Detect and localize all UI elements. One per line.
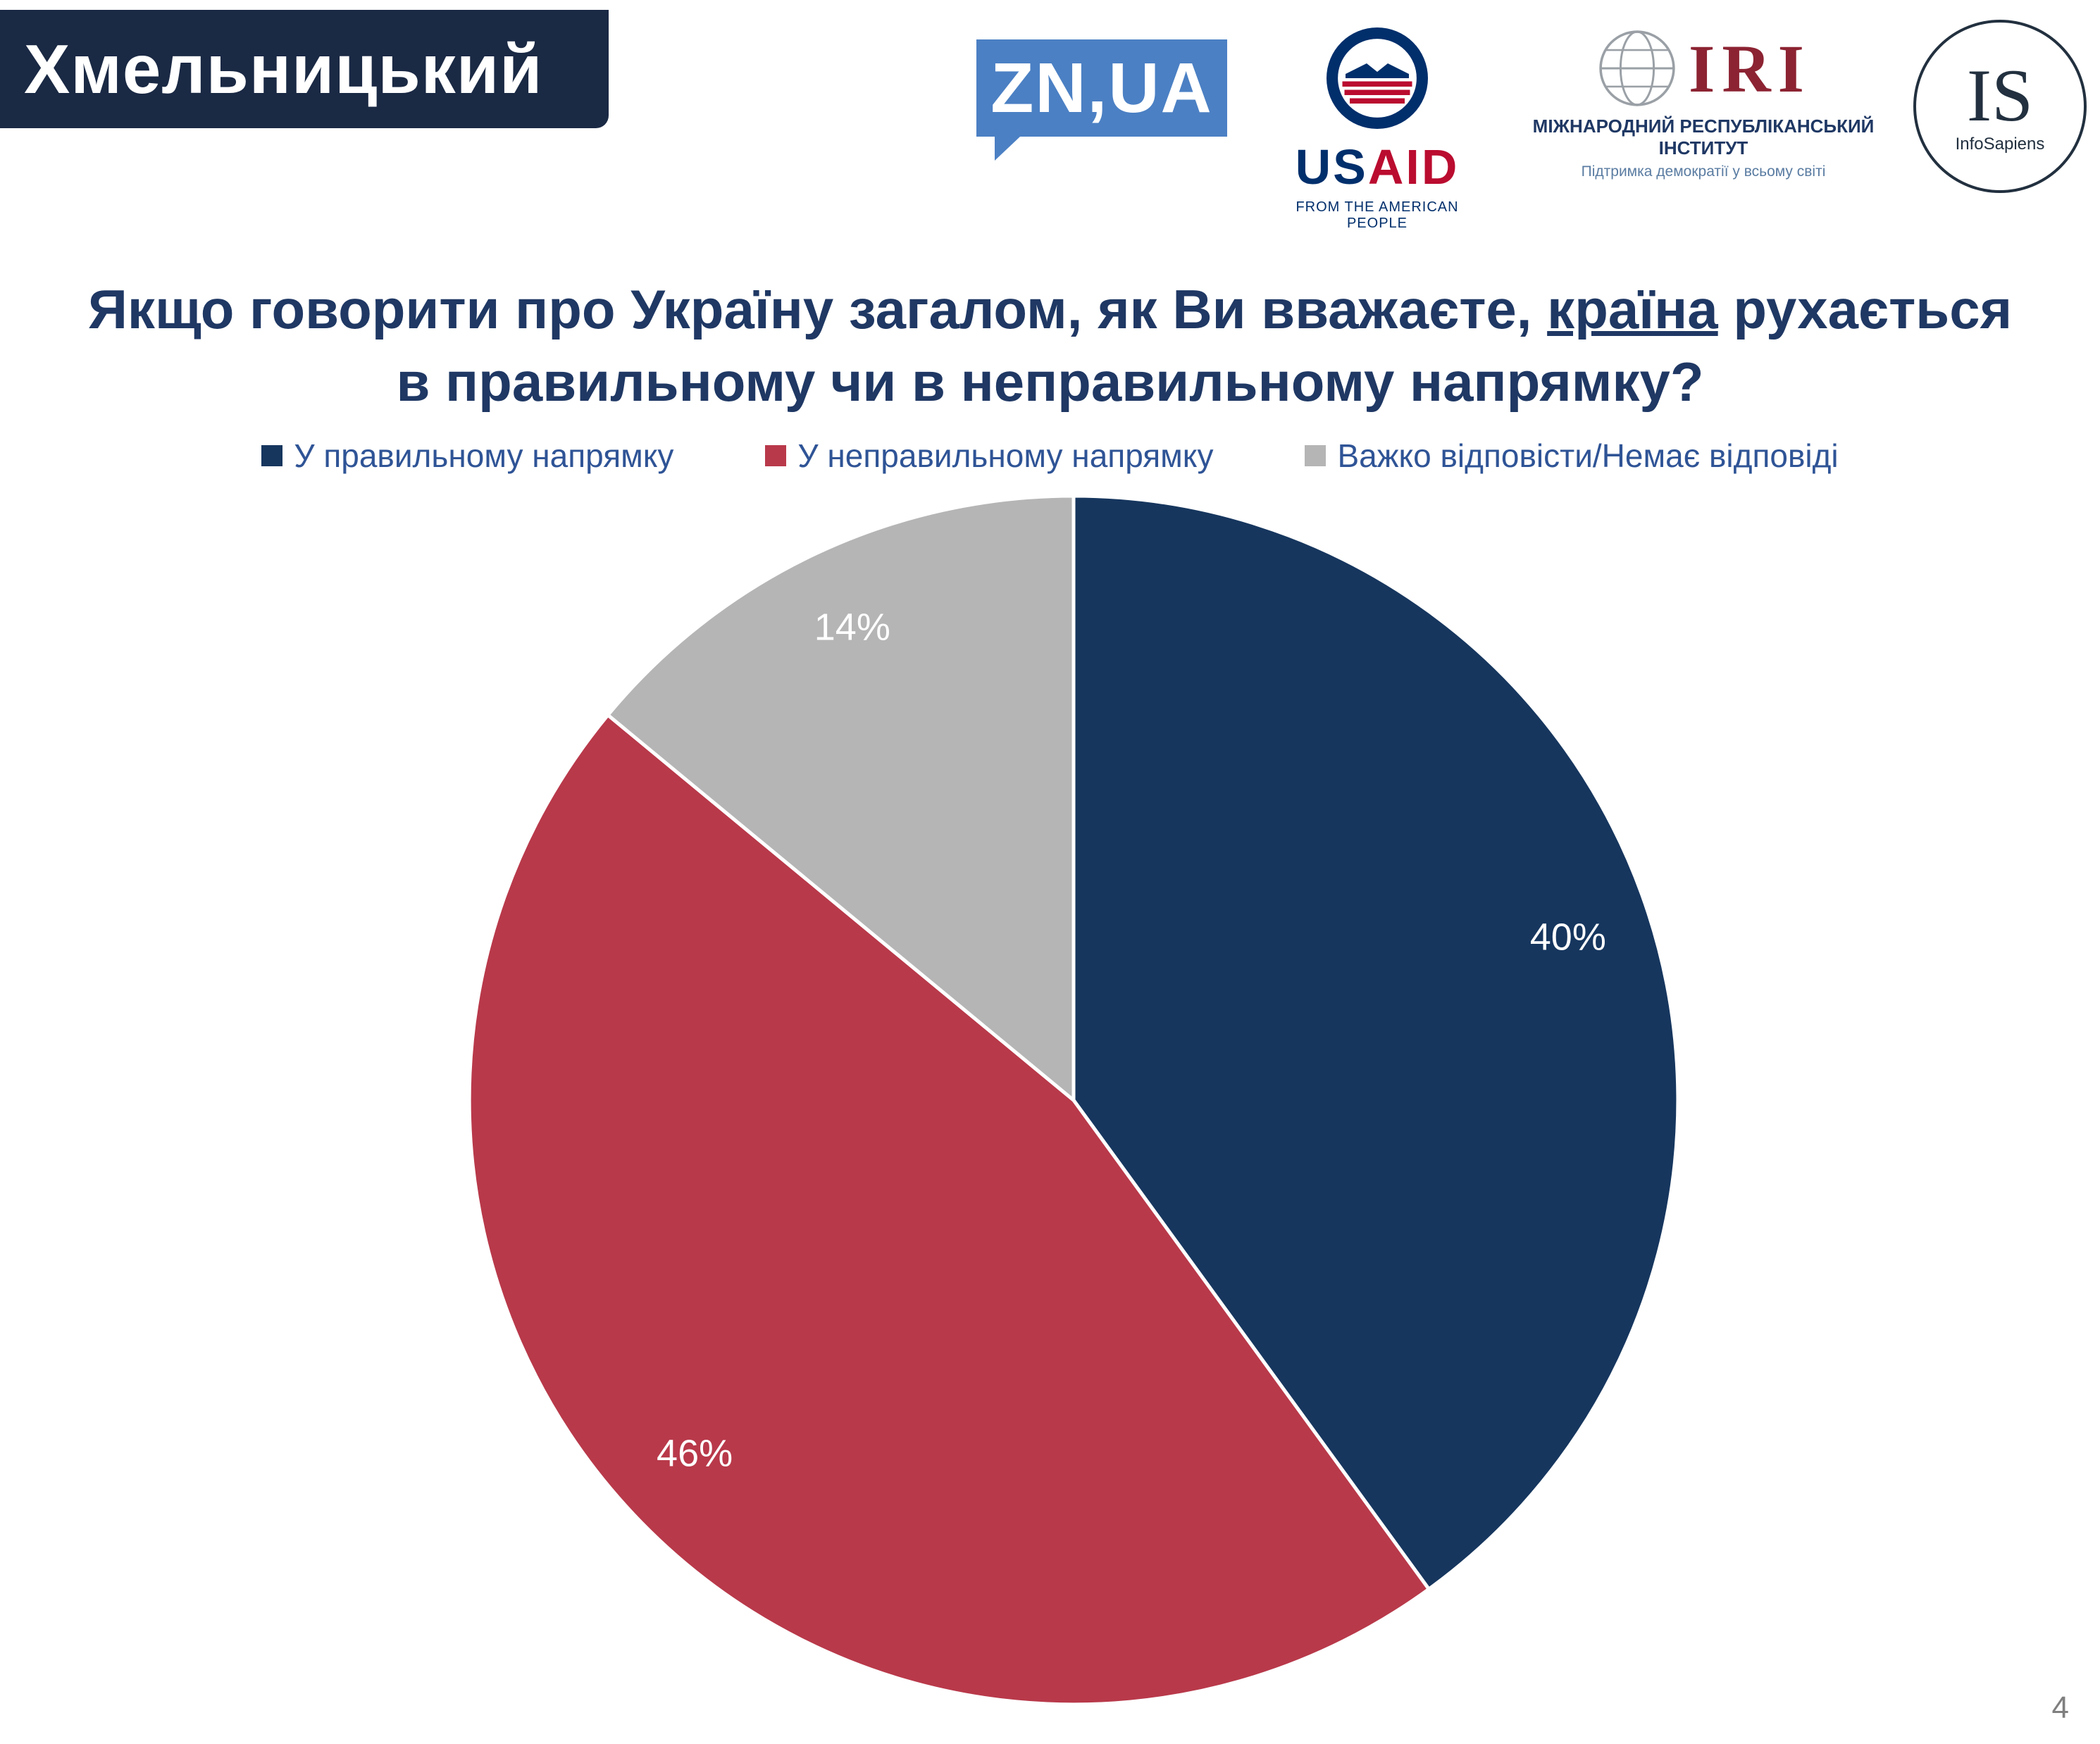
usaid-tagline: FROM THE AMERICAN PEOPLE bbox=[1296, 199, 1459, 231]
iri-slogan-line: Підтримка демократії у всьому світі bbox=[1581, 163, 1826, 180]
region-label: Хмельницький bbox=[24, 30, 543, 108]
question-part1: Якщо говорити про Україну загалом, як Ви… bbox=[87, 278, 1548, 340]
pie-slice bbox=[605, 494, 1076, 1104]
pie-slice bbox=[1071, 494, 1680, 1592]
legend-item: Важко відповісти/Немає відповіді bbox=[1305, 437, 1839, 475]
legend-label: У правильному напрямку bbox=[294, 437, 674, 474]
usaid-wordmark: USAID bbox=[1268, 139, 1486, 195]
question-title: Якщо говорити про Україну загалом, як Ви… bbox=[28, 273, 2072, 418]
page-number: 4 bbox=[2051, 1690, 2069, 1725]
usaid-logo: USAID FROM THE AMERICAN PEOPLE bbox=[1268, 25, 1486, 232]
pie-slice bbox=[467, 712, 1431, 1707]
legend-label: У неправильному напрямку bbox=[797, 437, 1214, 474]
question-part2: рухається bbox=[1717, 278, 2013, 340]
infosapiens-name: InfoSapiens bbox=[1955, 135, 2045, 154]
iri-abbr: IRI bbox=[1688, 30, 1812, 106]
usaid-aid-text: AID bbox=[1367, 139, 1460, 194]
legend-swatch-icon bbox=[261, 445, 283, 466]
legend-item: У правильному напрямку bbox=[261, 437, 673, 475]
pie-chart-area: 40% 46% 14% bbox=[411, 438, 1736, 1744]
region-banner: Хмельницький bbox=[0, 10, 609, 128]
usaid-seal-icon bbox=[1327, 27, 1428, 129]
infosapiens-logo: IS InfoSapiens bbox=[1913, 20, 2087, 193]
usaid-us-text: US bbox=[1295, 139, 1368, 194]
pie-chart: 40% 46% 14% bbox=[467, 494, 1680, 1707]
pie-slice-label: 46% bbox=[657, 1432, 733, 1474]
iri-logo: IRI МІЖНАРОДНИЙ РЕСПУБЛІКАНСЬКИЙ ІНСТИТУ… bbox=[1499, 27, 1908, 180]
legend-swatch-icon bbox=[765, 445, 787, 466]
globe-icon bbox=[1599, 30, 1675, 106]
infosapiens-abbr: IS bbox=[1966, 54, 2034, 137]
znua-logo-box: ZN,UA bbox=[976, 39, 1227, 137]
iri-name-line: МІЖНАРОДНИЙ РЕСПУБЛІКАНСЬКИЙ ІНСТИТУТ bbox=[1532, 116, 1875, 158]
question-underlined-word: країна bbox=[1547, 278, 1718, 340]
legend-label: Важко відповісти/Немає відповіді bbox=[1337, 437, 1839, 474]
question-line2: в правильному чи в неправильному напрямк… bbox=[396, 350, 1704, 413]
znua-logo-text: ZN,UA bbox=[990, 48, 1213, 127]
znua-logo: ZN,UA bbox=[976, 39, 1227, 161]
chart-legend: У правильному напрямку У неправильному на… bbox=[0, 437, 2100, 475]
iri-logo-top: IRI bbox=[1499, 27, 1908, 110]
legend-item: У неправильному напрямку bbox=[765, 437, 1213, 475]
legend-swatch-icon bbox=[1305, 445, 1327, 466]
znua-speech-tail-icon bbox=[995, 137, 1020, 161]
pie-slice-label: 14% bbox=[814, 606, 890, 649]
pie-slice-label: 40% bbox=[1530, 916, 1606, 958]
